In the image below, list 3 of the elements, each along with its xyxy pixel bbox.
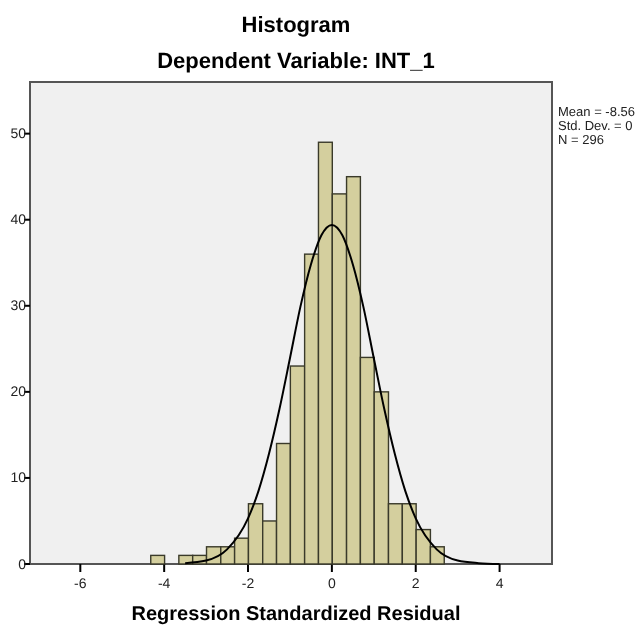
- chart-title: Histogram: [241, 14, 351, 38]
- x-axis-title: Regression Standardized Residual: [131, 604, 461, 626]
- chart-subtitle: Dependent Variable: INT_1: [157, 50, 435, 74]
